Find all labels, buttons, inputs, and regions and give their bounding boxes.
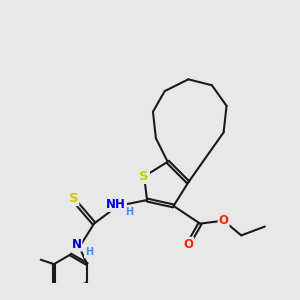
Text: S: S	[139, 170, 149, 183]
Text: N: N	[71, 238, 81, 251]
Text: O: O	[183, 238, 193, 251]
Text: H: H	[85, 248, 93, 257]
Text: S: S	[69, 192, 78, 205]
Text: H: H	[125, 207, 133, 218]
Text: O: O	[219, 214, 229, 227]
Text: NH: NH	[106, 198, 126, 211]
